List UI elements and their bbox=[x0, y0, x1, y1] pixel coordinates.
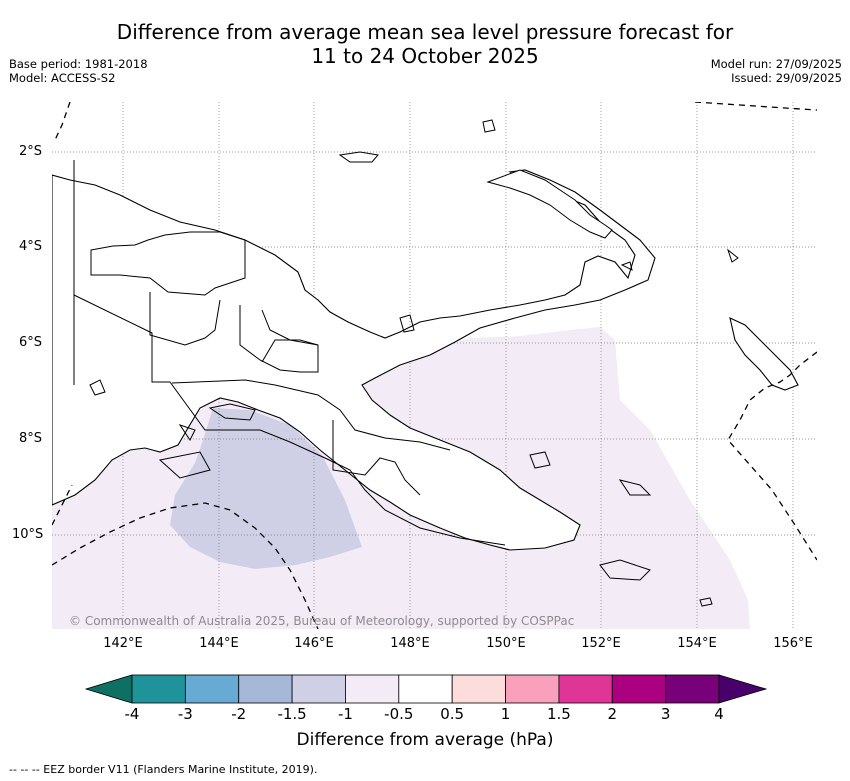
lon-label-152e: 152°E bbox=[581, 636, 621, 651]
map-title: Difference from average mean sea level p… bbox=[0, 20, 850, 68]
islands bbox=[89, 119, 739, 607]
title-line-2: 11 to 24 October 2025 bbox=[311, 44, 539, 68]
eez-legend-footer: -- -- -- EEZ border V11 (Flanders Marine… bbox=[9, 763, 318, 776]
colorbar-tick-label: -1.5 bbox=[277, 705, 307, 723]
colorbar-bin bbox=[558, 674, 613, 704]
colorbar-bin bbox=[665, 674, 720, 704]
colorbar-tick-label: -2 bbox=[231, 705, 247, 723]
model-name: Model: ACCESS-S2 bbox=[9, 71, 116, 85]
copyright-notice: © Commonwealth of Australia 2025, Bureau… bbox=[69, 614, 575, 628]
colorbar-bin bbox=[611, 674, 667, 704]
colorbar-bin bbox=[345, 674, 400, 704]
colorbar-tick-label: 4 bbox=[714, 705, 724, 723]
colorbar-tick-label: -4 bbox=[124, 705, 140, 723]
new-guinea-coastline bbox=[52, 169, 656, 551]
meta-left: Base period: 1981-2018 Model: ACCESS-S2 bbox=[9, 57, 148, 85]
lat-label-4s: 4°S bbox=[19, 239, 43, 254]
colorbar-tick-label: 0.5 bbox=[440, 705, 465, 723]
colorbar-tick-label: 1.5 bbox=[546, 705, 571, 723]
lat-label-8s: 8°S bbox=[19, 431, 43, 446]
manus-coastline bbox=[338, 151, 379, 163]
new-britain-coastline bbox=[486, 169, 613, 239]
lon-label-146e: 146°E bbox=[294, 636, 334, 651]
map-area bbox=[52, 102, 817, 629]
colorbar-bin bbox=[238, 674, 293, 704]
bougainville-coastline bbox=[729, 317, 799, 391]
eez-borders bbox=[52, 102, 817, 629]
base-period: Base period: 1981-2018 bbox=[9, 57, 148, 71]
colorbar-extension-high bbox=[718, 674, 768, 704]
colorbar bbox=[84, 674, 768, 704]
issued-date: Issued: 29/09/2025 bbox=[731, 71, 842, 85]
graticule bbox=[52, 102, 817, 629]
colorbar-tick-label: -1 bbox=[337, 705, 353, 723]
colorbar-title: Difference from average (hPa) bbox=[296, 730, 554, 750]
lat-label-10s: 10°S bbox=[12, 527, 44, 542]
title-line-1: Difference from average mean sea level p… bbox=[116, 20, 734, 44]
lon-label-154e: 154°E bbox=[677, 636, 717, 651]
colorbar-extension-low bbox=[84, 674, 133, 704]
lon-label-144e: 144°E bbox=[199, 636, 239, 651]
lon-label-150e: 150°E bbox=[486, 636, 526, 651]
lat-label-6s: 6°S bbox=[19, 335, 43, 350]
colorbar-tick-label: -0.5 bbox=[384, 705, 414, 723]
model-run: Model run: 27/09/2025 bbox=[710, 57, 842, 71]
internal-borders bbox=[73, 160, 506, 546]
lon-label-156e: 156°E bbox=[773, 636, 813, 651]
meta-right: Model run: 27/09/2025 Issued: 29/09/2025 bbox=[711, 57, 842, 85]
colorbar-bin bbox=[184, 674, 240, 704]
colorbar-bin bbox=[451, 674, 506, 704]
colorbar-tick-label: -3 bbox=[177, 705, 193, 723]
colorbar-bin bbox=[398, 674, 453, 704]
colorbar-tick-label: 2 bbox=[607, 705, 618, 723]
colorbar-bin bbox=[291, 674, 346, 704]
colorbar-tick-label: 1 bbox=[500, 705, 511, 723]
colorbar-tick-label: 3 bbox=[660, 705, 671, 723]
colorbar-bin bbox=[505, 674, 560, 704]
lon-label-142e: 142°E bbox=[103, 636, 143, 651]
lat-label-2s: 2°S bbox=[19, 144, 43, 159]
colorbar-bin bbox=[131, 674, 186, 704]
lon-label-148e: 148°E bbox=[390, 636, 430, 651]
